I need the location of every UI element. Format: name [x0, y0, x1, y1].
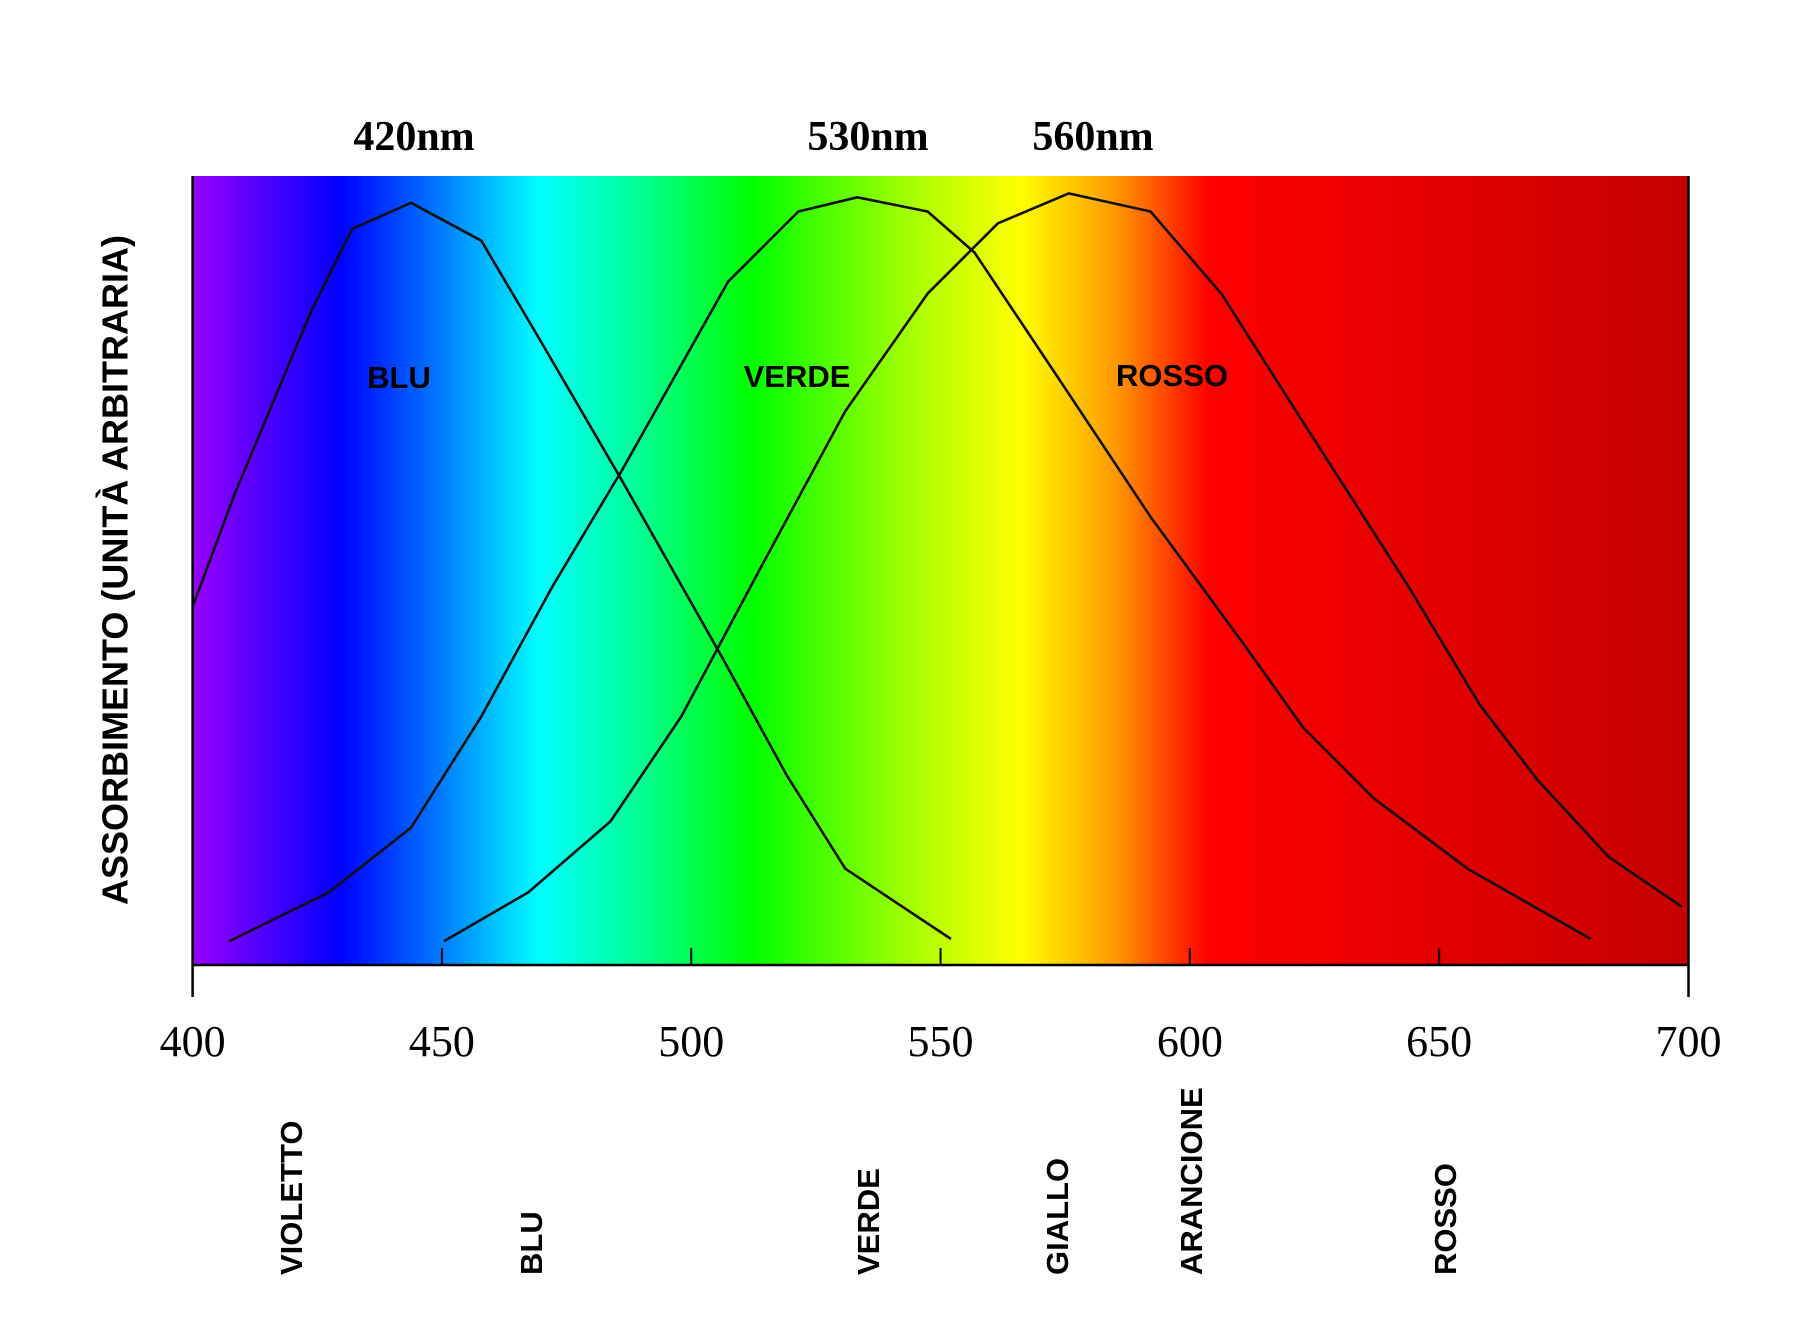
spectrum-label: BLU [514, 1211, 549, 1275]
curve-label: VERDE [744, 359, 851, 394]
curve [228, 196, 1592, 943]
curve-label: BLU [367, 360, 431, 395]
x-tick-label: 600 [1157, 1017, 1223, 1066]
spectrum-band [192, 176, 1689, 965]
curve [191, 201, 952, 941]
x-tick-label: 500 [658, 1017, 724, 1066]
x-tick-label: 450 [409, 1017, 475, 1066]
curve [443, 192, 1683, 943]
x-tick-label: 400 [160, 1017, 226, 1066]
spectrum-label: ROSSO [1428, 1163, 1463, 1275]
spectrum-label: VIOLETTO [274, 1121, 309, 1275]
peak-annotation: 560nm [1032, 114, 1153, 160]
curve-label: ROSSO [1116, 358, 1228, 393]
x-tick-label: 550 [908, 1017, 974, 1066]
spectrum-label: GIALLO [1040, 1158, 1075, 1275]
x-tick-label: 650 [1406, 1017, 1472, 1066]
x-tick-label: 700 [1656, 1017, 1722, 1066]
spectrum-label: ARANCIONE [1174, 1087, 1209, 1275]
spectrum-label: VERDE [851, 1168, 886, 1275]
y-axis-label: ASSORBIMENTO (UNITÀ ARBITRARIA) [95, 235, 136, 905]
peak-annotation: 420nm [353, 114, 474, 160]
peak-annotation: 530nm [807, 114, 928, 160]
